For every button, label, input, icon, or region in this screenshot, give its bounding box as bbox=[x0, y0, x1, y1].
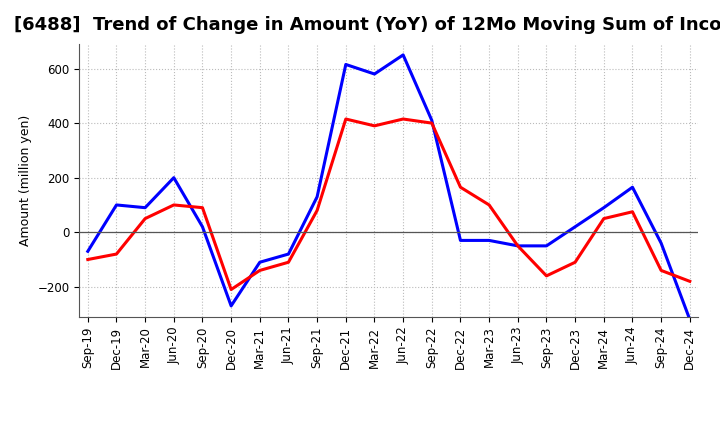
Net Income bbox=[141, 216, 150, 221]
Ordinary Income bbox=[485, 238, 493, 243]
Net Income bbox=[456, 185, 465, 190]
Net Income bbox=[685, 279, 694, 284]
Ordinary Income bbox=[227, 303, 235, 308]
Net Income bbox=[542, 273, 551, 279]
Net Income bbox=[370, 123, 379, 128]
Net Income bbox=[657, 268, 665, 273]
Ordinary Income bbox=[256, 260, 264, 265]
Ordinary Income bbox=[370, 71, 379, 77]
Ordinary Income bbox=[399, 52, 408, 58]
Net Income bbox=[84, 257, 92, 262]
Y-axis label: Amount (million yen): Amount (million yen) bbox=[19, 115, 32, 246]
Ordinary Income bbox=[141, 205, 150, 210]
Title: [6488]  Trend of Change in Amount (YoY) of 12Mo Moving Sum of Incomes: [6488] Trend of Change in Amount (YoY) o… bbox=[14, 16, 720, 34]
Net Income bbox=[428, 121, 436, 126]
Net Income bbox=[227, 287, 235, 292]
Ordinary Income bbox=[571, 224, 580, 229]
Ordinary Income bbox=[685, 317, 694, 322]
Ordinary Income bbox=[198, 224, 207, 229]
Net Income bbox=[571, 260, 580, 265]
Ordinary Income bbox=[600, 205, 608, 210]
Ordinary Income bbox=[428, 118, 436, 123]
Net Income bbox=[513, 243, 522, 249]
Ordinary Income bbox=[169, 175, 178, 180]
Net Income bbox=[256, 268, 264, 273]
Ordinary Income bbox=[284, 251, 293, 257]
Net Income bbox=[169, 202, 178, 208]
Ordinary Income bbox=[312, 194, 321, 199]
Net Income bbox=[485, 202, 493, 208]
Net Income bbox=[112, 251, 121, 257]
Ordinary Income bbox=[513, 243, 522, 249]
Net Income bbox=[341, 116, 350, 121]
Ordinary Income bbox=[112, 202, 121, 208]
Net Income bbox=[312, 208, 321, 213]
Net Income bbox=[399, 116, 408, 121]
Ordinary Income bbox=[456, 238, 465, 243]
Net Income bbox=[600, 216, 608, 221]
Ordinary Income bbox=[341, 62, 350, 67]
Net Income bbox=[628, 209, 636, 214]
Line: Net Income: Net Income bbox=[88, 119, 690, 290]
Ordinary Income bbox=[84, 249, 92, 254]
Ordinary Income bbox=[628, 185, 636, 190]
Ordinary Income bbox=[542, 243, 551, 249]
Net Income bbox=[284, 260, 293, 265]
Line: Ordinary Income: Ordinary Income bbox=[88, 55, 690, 319]
Net Income bbox=[198, 205, 207, 210]
Ordinary Income bbox=[657, 241, 665, 246]
